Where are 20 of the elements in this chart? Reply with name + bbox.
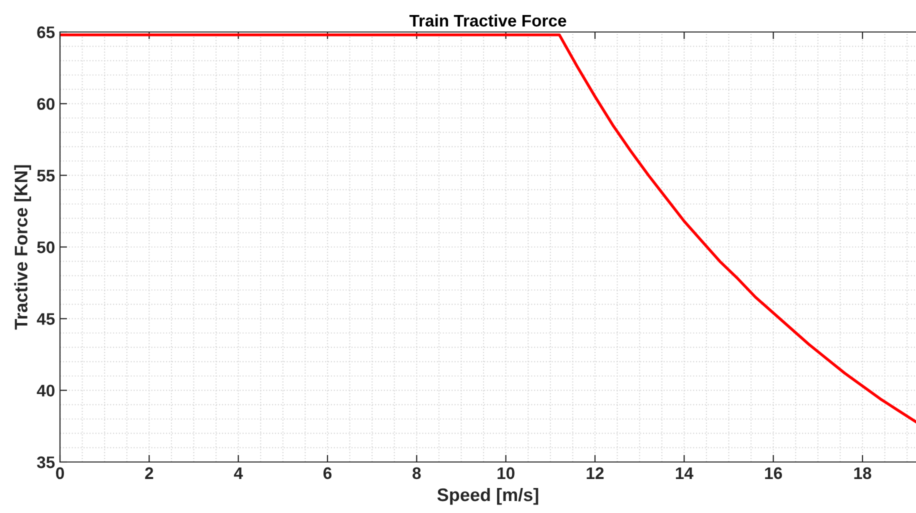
x-tick-label: 8 — [412, 467, 421, 480]
x-tick-label: 10 — [498, 467, 514, 480]
x-tick-label: 14 — [676, 467, 694, 479]
y-tick-label: 60 — [37, 98, 54, 110]
x-axis-title: Speed [m/s] — [437, 488, 538, 505]
y-tick-label: 55 — [37, 170, 55, 182]
y-tick-label: 40 — [36, 384, 54, 397]
x-tick-label: 6 — [323, 467, 332, 480]
y-tick-label: 50 — [37, 241, 54, 254]
x-tick-label: 0 — [56, 467, 64, 480]
x-tick-label: 2 — [145, 467, 154, 479]
y-tick-label: 45 — [36, 313, 55, 325]
x-tick-label: 16 — [765, 467, 782, 480]
chart-title: Train Tractive Force — [409, 14, 566, 27]
y-tick-label: 65 — [37, 26, 55, 38]
x-tick-label: 18 — [854, 467, 872, 480]
x-tick-label: 12 — [586, 467, 604, 479]
y-tick-label: 35 — [36, 456, 55, 468]
x-tick-label: 4 — [234, 467, 243, 479]
y-axis-title: Tractive Force [KN] — [14, 165, 32, 330]
